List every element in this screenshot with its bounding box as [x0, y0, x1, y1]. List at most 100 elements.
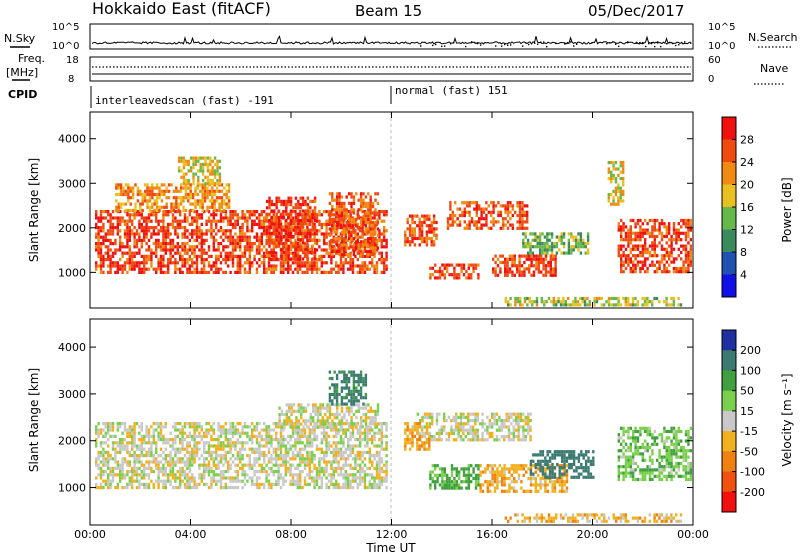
echo-cell — [418, 233, 421, 237]
echo-cell — [204, 162, 207, 167]
echo-cell — [140, 270, 143, 274]
echo-cell — [475, 213, 478, 218]
echo-cell — [306, 444, 309, 448]
echo-cell — [251, 434, 254, 438]
echo-cell — [267, 447, 271, 451]
echo-cell — [359, 245, 362, 249]
echo-cell — [162, 232, 165, 236]
echo-cell — [656, 218, 659, 223]
echo-cell — [292, 222, 295, 226]
echo-cell — [200, 232, 203, 236]
echo-cell — [359, 198, 363, 202]
echo-cell — [516, 220, 519, 224]
echo-cell — [332, 476, 335, 480]
echo-cell — [198, 431, 201, 435]
echo-cell — [169, 463, 172, 467]
nsearch-point — [441, 45, 443, 47]
echo-cell — [155, 192, 159, 197]
echo-cell — [109, 270, 112, 274]
echo-cell — [109, 264, 112, 268]
echo-cell — [335, 237, 339, 241]
echo-cell — [504, 300, 507, 304]
echo-cell — [138, 466, 141, 470]
echo-cell — [291, 482, 295, 486]
echo-cell — [646, 231, 649, 235]
echo-cell — [612, 161, 615, 165]
echo-cell — [413, 233, 417, 237]
echo-cell — [236, 213, 239, 217]
echo-cell — [126, 238, 129, 242]
nsearch-point — [540, 41, 542, 43]
echo-cell — [612, 202, 615, 206]
echo-cell — [234, 222, 237, 226]
echo-cell — [273, 219, 276, 223]
echo-cell — [287, 231, 290, 235]
echo-cell — [183, 438, 187, 442]
echo-cell — [619, 186, 622, 190]
echo-cell — [518, 204, 522, 208]
echo-cell — [458, 213, 462, 218]
echo-cell — [282, 270, 285, 274]
echo-cell — [215, 258, 218, 262]
echo-cell — [227, 229, 230, 233]
echo-cell — [668, 238, 671, 242]
echo-cell — [246, 248, 249, 252]
echo-cell — [425, 236, 429, 241]
echo-cell — [260, 466, 263, 470]
echo-cell — [203, 261, 206, 265]
echo-cell — [494, 273, 497, 277]
echo-cell — [620, 231, 623, 235]
echo-cell — [195, 425, 199, 429]
echo-cell — [152, 229, 155, 233]
echo-cell — [217, 463, 220, 467]
echo-cell — [265, 228, 269, 232]
echo-cell — [201, 192, 204, 197]
nsearch-point — [444, 45, 446, 47]
echo-cell — [463, 207, 466, 211]
echo-cell — [385, 245, 388, 249]
echo-cell — [345, 243, 348, 247]
echo-cell — [545, 300, 548, 304]
echo-cell — [243, 238, 247, 242]
echo-cell — [188, 232, 191, 236]
echo-cell — [172, 202, 176, 206]
echo-cell — [107, 486, 110, 490]
echo-cell — [203, 238, 206, 242]
echo-cell — [258, 486, 261, 490]
echo-cell — [248, 434, 251, 438]
echo-cell — [217, 444, 220, 448]
echo-cell — [155, 422, 158, 426]
echo-cell — [222, 444, 225, 448]
echo-cell — [243, 447, 247, 451]
echo-cell — [665, 231, 668, 235]
echo-cell — [675, 238, 678, 242]
echo-cell — [241, 222, 244, 226]
echo-cell — [313, 247, 317, 251]
nsearch-point — [651, 42, 653, 44]
echo-cell — [579, 251, 583, 255]
echo-cell — [102, 270, 105, 274]
echo-cell — [201, 162, 205, 167]
echo-cell — [229, 229, 232, 233]
echo-cell — [179, 438, 182, 442]
echo-cell — [687, 241, 690, 245]
echo-cell — [186, 476, 189, 480]
echo-cell — [335, 434, 338, 438]
echo-cell — [183, 248, 187, 252]
echo-cell — [171, 254, 175, 258]
echo-cell — [150, 235, 153, 239]
echo-cell — [114, 454, 117, 458]
echo-cell — [420, 236, 424, 241]
echo-cell — [224, 476, 227, 480]
echo-cell — [126, 226, 129, 230]
echo-cell — [191, 422, 194, 426]
echo-cell — [212, 470, 215, 474]
echo-cell — [253, 463, 256, 467]
echo-cell — [191, 457, 194, 461]
echo-cell — [260, 444, 263, 448]
echo-cell — [174, 460, 177, 464]
echo-cell — [124, 208, 128, 213]
echo-cell — [373, 251, 376, 255]
echo-cell — [579, 296, 582, 301]
echo-cell — [335, 486, 338, 490]
